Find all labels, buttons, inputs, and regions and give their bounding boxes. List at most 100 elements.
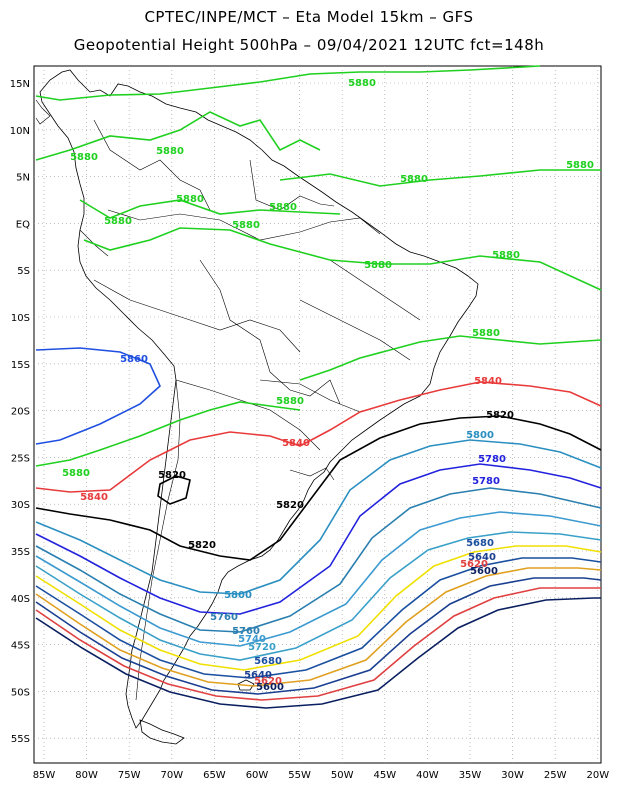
contour-label-5600: 5600 xyxy=(256,682,284,693)
border-brazil-bolivia xyxy=(199,259,271,373)
map-frame xyxy=(33,65,602,764)
longitude-labels: 85W 80W 75W 70W 65W 60W 55W 50W 45W 40W 35W 30W 25W 2… xyxy=(33,770,610,781)
contour-label-5880: 5880 xyxy=(62,468,90,479)
lat-label: 30S xyxy=(11,500,30,511)
contour-label-5880: 5880 xyxy=(70,152,98,163)
contour-label-5620: 5620 xyxy=(460,559,488,570)
tierra-del-fuego xyxy=(139,719,185,745)
lon-label: 85W xyxy=(33,770,56,781)
border-argentina-north xyxy=(175,379,321,451)
contour-label-5680: 5680 xyxy=(254,656,282,667)
contour-label-5880: 5880 xyxy=(492,250,520,261)
central-america xyxy=(35,99,51,125)
contour-5680 xyxy=(35,557,602,679)
contour-label-5640: 5640 xyxy=(468,552,496,563)
border-brazil-states xyxy=(259,259,421,413)
lat-label: 10S xyxy=(11,313,30,324)
contour-5640 xyxy=(35,577,602,695)
lat-label: 25S xyxy=(11,453,30,464)
latitude-labels: 15N 10N 5N EQ 5S 10S 15S 20S 25S 30S 35S 40S 45S 50S 5… xyxy=(10,79,30,745)
contour-label-5740: 5740 xyxy=(238,634,266,645)
lon-label: 30W xyxy=(501,770,524,781)
contour-label-5880: 5880 xyxy=(156,146,184,157)
contour-5820-low xyxy=(157,475,191,505)
contour-label-5860: 5860 xyxy=(120,354,148,365)
lat-label: 10N xyxy=(10,126,30,137)
lat-label: 5S xyxy=(17,266,30,277)
border-ecuador xyxy=(79,229,109,257)
contour-5660 xyxy=(35,567,602,687)
contour-label-5880: 5880 xyxy=(276,396,304,407)
lon-label: 75W xyxy=(118,770,141,781)
contour-label-5840: 5840 xyxy=(80,492,108,503)
lat-label: 45S xyxy=(11,641,30,652)
contour-label-5820: 5820 xyxy=(158,470,186,481)
contour-label-5880: 5880 xyxy=(104,216,132,227)
border-peru-bolivia xyxy=(93,279,301,353)
lat-label: 20S xyxy=(11,407,30,418)
contour-5700 xyxy=(35,545,602,671)
map-subtitle: Geopotential Height 500hPa – 09/04/2021 … xyxy=(73,36,545,54)
contour-label-5800: 5800 xyxy=(224,590,252,601)
contour-5740 xyxy=(35,511,602,647)
contour-label-5880: 5880 xyxy=(400,174,428,185)
contour-5880-south-eq xyxy=(83,227,602,291)
lat-label: 15S xyxy=(11,360,30,371)
lon-label: 60W xyxy=(246,770,269,781)
contour-5880-brazil xyxy=(299,335,602,381)
lat-label: 40S xyxy=(11,594,30,605)
contour-5880-north xyxy=(35,65,541,101)
border-paraguay xyxy=(269,371,341,405)
country-borders xyxy=(35,99,421,701)
contour-label-5780: 5780 xyxy=(472,476,500,487)
contour-5880-central xyxy=(35,401,301,467)
lat-label: 5N xyxy=(16,173,30,184)
contour-5860-pacific xyxy=(35,347,161,445)
contour-5760 xyxy=(35,487,602,633)
contour-5820 xyxy=(35,415,602,561)
contour-label-5780: 5780 xyxy=(478,454,506,465)
contour-label-5880: 5880 xyxy=(176,194,204,205)
contour-label-5840: 5840 xyxy=(282,438,310,449)
lat-label: 50S xyxy=(11,687,30,698)
contour-label-5880: 5880 xyxy=(566,160,594,171)
contour-label-5880: 5880 xyxy=(348,78,376,89)
lon-label: 80W xyxy=(75,770,98,781)
contour-label-5880: 5880 xyxy=(472,328,500,339)
lon-label: 50W xyxy=(331,770,354,781)
lon-label: 45W xyxy=(373,770,396,781)
contour-5840 xyxy=(35,381,602,493)
lat-label: 55S xyxy=(11,734,30,745)
border-guianas xyxy=(249,159,335,211)
contour-label-5800: 5800 xyxy=(466,430,494,441)
border-colombia-venezuela xyxy=(93,119,211,211)
contour-label-5600: 5600 xyxy=(470,566,498,577)
lon-label: 55W xyxy=(288,770,311,781)
lon-label: 25W xyxy=(544,770,567,781)
contour-label-5720: 5720 xyxy=(248,642,276,653)
lon-label: 70W xyxy=(160,770,183,781)
lat-label: 35S xyxy=(11,547,30,558)
contour-label-5760: 5760 xyxy=(232,626,260,637)
contour-5800 xyxy=(35,439,602,595)
falkland-islands xyxy=(237,679,255,691)
map-title: CPTEC/INPE/MCT – Eta Model 15km – GFS xyxy=(144,8,474,26)
contour-5600 xyxy=(35,597,601,709)
contour-label-5640: 5640 xyxy=(244,670,272,681)
lat-label: 15N xyxy=(10,79,30,90)
border-argentina-chile xyxy=(135,379,181,701)
lon-label: 65W xyxy=(203,770,226,781)
contour-label-5880: 5880 xyxy=(269,202,297,213)
graticule xyxy=(34,66,601,763)
contour-label-5620: 5620 xyxy=(254,676,282,687)
contour-5780 xyxy=(35,463,602,615)
contour-label-5760: 5760 xyxy=(210,612,238,623)
contour-label-5820: 5820 xyxy=(486,410,514,421)
contour-5880-amazon xyxy=(35,111,321,161)
contour-5880-eq xyxy=(79,199,341,219)
contour-label-5820: 5820 xyxy=(188,540,216,551)
contour-label-5820: 5820 xyxy=(276,500,304,511)
contour-5880-atlantic xyxy=(279,169,601,187)
contour-label-5880: 5880 xyxy=(232,220,260,231)
